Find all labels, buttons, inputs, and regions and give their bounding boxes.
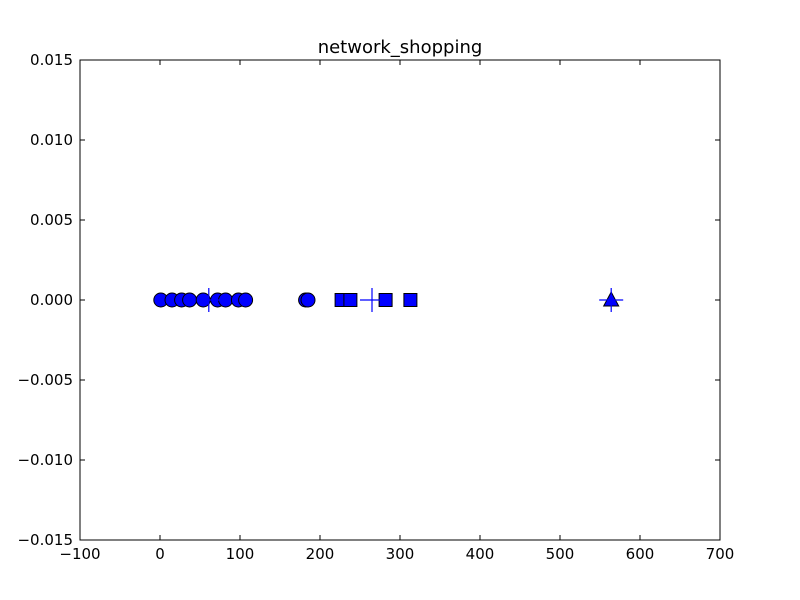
square-point (343, 293, 358, 307)
ticks-layer: −100 0 100 200 300 400 500 600 700 −0.015 −0.010 −0… (17, 51, 734, 563)
y-tick-label: −0.010 (17, 451, 73, 469)
x-tick-label: 400 (466, 545, 495, 563)
x-tick-label: 0 (155, 545, 165, 563)
x-tick-label: 700 (706, 545, 735, 563)
y-tick-label: −0.005 (17, 371, 73, 389)
y-tick-label: 0.015 (30, 51, 73, 69)
x-tick-label: 200 (306, 545, 335, 563)
plus-point (360, 288, 384, 312)
plus-point (196, 288, 221, 312)
x-tick-label: 100 (226, 545, 255, 563)
plot-frame (79, 59, 721, 541)
marks-layer (153, 288, 624, 312)
chart-title: network_shopping (318, 37, 483, 58)
x-tick-label: 600 (626, 545, 655, 563)
x-tick-label: 300 (386, 545, 415, 563)
plus-point (599, 288, 624, 312)
circle-point (182, 292, 198, 308)
y-tick-label: 0.000 (30, 291, 73, 309)
square-point (403, 293, 418, 307)
y-tick-label: 0.005 (30, 211, 73, 229)
y-tick-label: −0.015 (17, 531, 73, 549)
y-tick-label: 0.010 (30, 131, 73, 149)
circle-point (238, 292, 254, 308)
circle-point (300, 292, 316, 308)
x-tick-label: −100 (59, 545, 100, 563)
x-tick-label: 500 (546, 545, 575, 563)
